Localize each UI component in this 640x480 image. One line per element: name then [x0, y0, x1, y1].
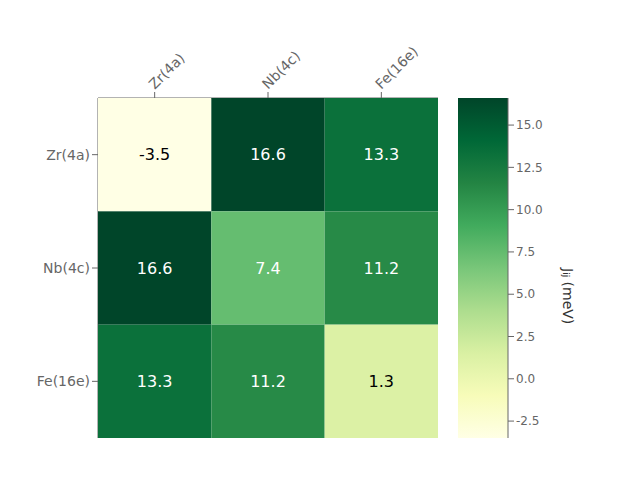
- svg-text:13.3: 13.3: [137, 372, 173, 391]
- svg-text:0.0: 0.0: [516, 372, 535, 386]
- svg-text:7.5: 7.5: [516, 245, 535, 259]
- svg-text:13.3: 13.3: [364, 145, 400, 164]
- svg-text:12.5: 12.5: [516, 161, 543, 175]
- svg-text:11.2: 11.2: [250, 372, 286, 391]
- svg-text:2.5: 2.5: [516, 330, 535, 344]
- svg-text:Nb(4c): Nb(4c): [259, 48, 303, 92]
- svg-text:-3.5: -3.5: [139, 145, 170, 164]
- svg-text:Fe(16e): Fe(16e): [37, 373, 90, 389]
- svg-text:Fe(16e): Fe(16e): [372, 43, 421, 92]
- svg-text:15.0: 15.0: [516, 118, 543, 132]
- svg-text:11.2: 11.2: [364, 259, 400, 278]
- svg-text:Zr(4a): Zr(4a): [46, 147, 90, 163]
- svg-text:Jᵢⱼ (meV): Jᵢⱼ (meV): [560, 267, 576, 324]
- svg-text:5.0: 5.0: [516, 287, 535, 301]
- svg-text:7.4: 7.4: [255, 259, 280, 278]
- svg-text:Zr(4a): Zr(4a): [145, 50, 187, 92]
- svg-text:Nb(4c): Nb(4c): [43, 260, 90, 276]
- svg-text:1.3: 1.3: [369, 372, 394, 391]
- svg-text:16.6: 16.6: [250, 145, 286, 164]
- svg-text:16.6: 16.6: [137, 259, 173, 278]
- svg-text:-2.5: -2.5: [516, 414, 539, 428]
- svg-text:10.0: 10.0: [516, 203, 543, 217]
